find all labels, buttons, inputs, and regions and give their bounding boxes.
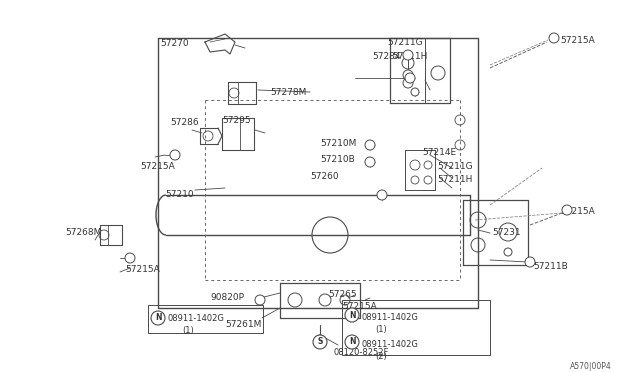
Text: 57268M: 57268M bbox=[65, 228, 101, 237]
Text: 57211G: 57211G bbox=[387, 38, 422, 47]
Text: 08911-1402G: 08911-1402G bbox=[168, 314, 225, 323]
Circle shape bbox=[255, 295, 265, 305]
Text: 57260: 57260 bbox=[310, 172, 339, 181]
Circle shape bbox=[403, 70, 413, 80]
Circle shape bbox=[170, 150, 180, 160]
Text: 57215A: 57215A bbox=[560, 207, 595, 216]
Circle shape bbox=[365, 157, 375, 167]
Text: S: S bbox=[317, 337, 323, 346]
Text: 57231: 57231 bbox=[492, 228, 520, 237]
Circle shape bbox=[504, 248, 512, 256]
Text: 57284: 57284 bbox=[372, 52, 401, 61]
Circle shape bbox=[365, 140, 375, 150]
Bar bbox=[342, 300, 490, 355]
Circle shape bbox=[151, 311, 165, 325]
Circle shape bbox=[125, 253, 135, 263]
Circle shape bbox=[525, 257, 535, 267]
Text: 57210M: 57210M bbox=[320, 139, 356, 148]
Text: A570|00P4: A570|00P4 bbox=[570, 362, 612, 371]
Text: 57211B: 57211B bbox=[533, 262, 568, 271]
Text: 57211G: 57211G bbox=[437, 162, 472, 171]
Text: (2): (2) bbox=[375, 352, 387, 361]
Text: 57215A: 57215A bbox=[125, 265, 160, 274]
Text: 57265: 57265 bbox=[328, 290, 356, 299]
Circle shape bbox=[549, 33, 559, 43]
Circle shape bbox=[315, 335, 325, 345]
Text: 57210B: 57210B bbox=[320, 155, 355, 164]
Text: 08120-8252F: 08120-8252F bbox=[333, 348, 388, 357]
Text: 57214E: 57214E bbox=[422, 148, 456, 157]
Bar bbox=[148, 305, 263, 333]
Circle shape bbox=[411, 88, 419, 96]
Text: 57286: 57286 bbox=[170, 118, 198, 127]
Text: 57211H: 57211H bbox=[437, 175, 472, 184]
Text: 57215A: 57215A bbox=[560, 36, 595, 45]
Text: 08911-1402G: 08911-1402G bbox=[362, 340, 419, 349]
Text: (1): (1) bbox=[375, 325, 387, 334]
Circle shape bbox=[403, 50, 413, 60]
Text: 08911-1402G: 08911-1402G bbox=[362, 313, 419, 322]
Text: 90820P: 90820P bbox=[210, 293, 244, 302]
Circle shape bbox=[345, 308, 359, 322]
Text: 57278M: 57278M bbox=[270, 88, 307, 97]
Text: N: N bbox=[155, 314, 161, 323]
Text: 57270: 57270 bbox=[160, 39, 189, 48]
Text: 57215A: 57215A bbox=[342, 302, 377, 311]
Text: (1): (1) bbox=[182, 326, 194, 335]
Text: N: N bbox=[349, 311, 355, 320]
Text: 57261M: 57261M bbox=[225, 320, 261, 329]
Text: 57295: 57295 bbox=[222, 116, 251, 125]
Circle shape bbox=[377, 190, 387, 200]
Circle shape bbox=[405, 73, 415, 83]
Circle shape bbox=[313, 335, 327, 349]
Circle shape bbox=[562, 205, 572, 215]
Text: N: N bbox=[349, 337, 355, 346]
Text: 57210: 57210 bbox=[165, 190, 194, 199]
Text: 57215A: 57215A bbox=[140, 162, 175, 171]
Circle shape bbox=[345, 335, 359, 349]
Text: 57211H: 57211H bbox=[392, 52, 428, 61]
